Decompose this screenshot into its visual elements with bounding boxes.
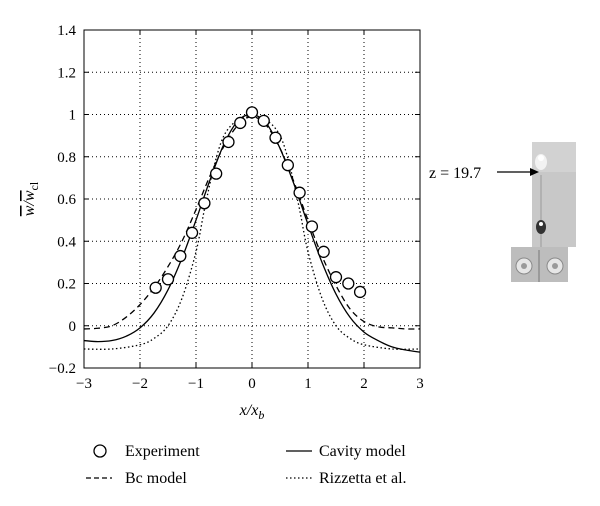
y-tick-label: 1 xyxy=(69,108,77,124)
x-axis-label: x/xb xyxy=(239,402,265,422)
x-tick-label: −1 xyxy=(188,376,204,392)
y-tick-label: 0.6 xyxy=(57,192,76,208)
x-tick-label: 2 xyxy=(360,376,368,392)
inset-flow-image xyxy=(511,142,576,282)
experiment-point xyxy=(185,226,199,239)
experiment-point xyxy=(293,186,306,199)
experiment-point xyxy=(149,281,162,294)
experiment-point xyxy=(234,116,247,130)
experiment-point xyxy=(222,135,235,149)
legend-label-experiment: Experiment xyxy=(125,443,200,460)
x-tick-label: −2 xyxy=(132,376,148,392)
annotation-label: z = 19.7 xyxy=(429,165,481,182)
series-line-rizzetta xyxy=(83,115,421,350)
legend-item-rizzetta: Rizzetta et al. xyxy=(286,470,407,487)
legend-label-cavity-model: Cavity model xyxy=(319,443,406,460)
y-axis-label: w/wcl xyxy=(21,181,41,216)
y-tick-label: −0.2 xyxy=(49,361,76,377)
experiment-point xyxy=(353,285,367,299)
experiment-point xyxy=(281,159,294,172)
y-tick-label: 0.2 xyxy=(57,277,76,293)
series-layer xyxy=(83,106,421,353)
y-tick-label: 0.4 xyxy=(57,234,76,250)
x-tick-label: 3 xyxy=(416,376,424,392)
annotation-arrowhead xyxy=(530,168,539,176)
grid xyxy=(84,30,420,368)
experiment-point xyxy=(329,271,343,284)
experiment-point xyxy=(161,273,175,286)
experiment-point xyxy=(269,131,282,144)
experiment-point xyxy=(257,114,270,127)
ticks: −3 −2 −1 0 1 2 3 −0.2 0 0.2 0.4 0.6 0.8 1 1.2 1.4 xyxy=(49,23,424,392)
experiment-point xyxy=(198,197,211,210)
legend-item-experiment: Experiment xyxy=(93,443,200,460)
x-tick-label: 1 xyxy=(304,376,312,392)
experiment-point xyxy=(245,106,259,119)
legend-item-bc-model: Bc model xyxy=(86,470,187,487)
annotation: z = 19.7 xyxy=(429,165,539,182)
legend: Experiment Cavity model Bc model Rizzett… xyxy=(86,443,407,487)
experiment-point xyxy=(305,220,319,233)
y-tick-label: 0 xyxy=(69,319,77,335)
legend-label-rizzetta: Rizzetta et al. xyxy=(319,470,407,487)
legend-label-bc-model: Bc model xyxy=(125,470,187,487)
experiment-point xyxy=(317,245,330,258)
x-tick-label: −3 xyxy=(76,376,92,392)
svg-text:w/wcl: w/wcl xyxy=(21,181,41,216)
experiment-point xyxy=(174,249,187,263)
experiment-point xyxy=(342,277,355,290)
experiment-point xyxy=(210,167,223,180)
legend-item-cavity-model: Cavity model xyxy=(286,443,406,460)
legend-marker-circle xyxy=(93,444,107,458)
y-tick-label: 0.8 xyxy=(57,150,76,166)
y-tick-label: 1.2 xyxy=(57,65,76,81)
y-tick-label: 1.4 xyxy=(57,23,76,39)
x-tick-label: 0 xyxy=(248,376,256,392)
